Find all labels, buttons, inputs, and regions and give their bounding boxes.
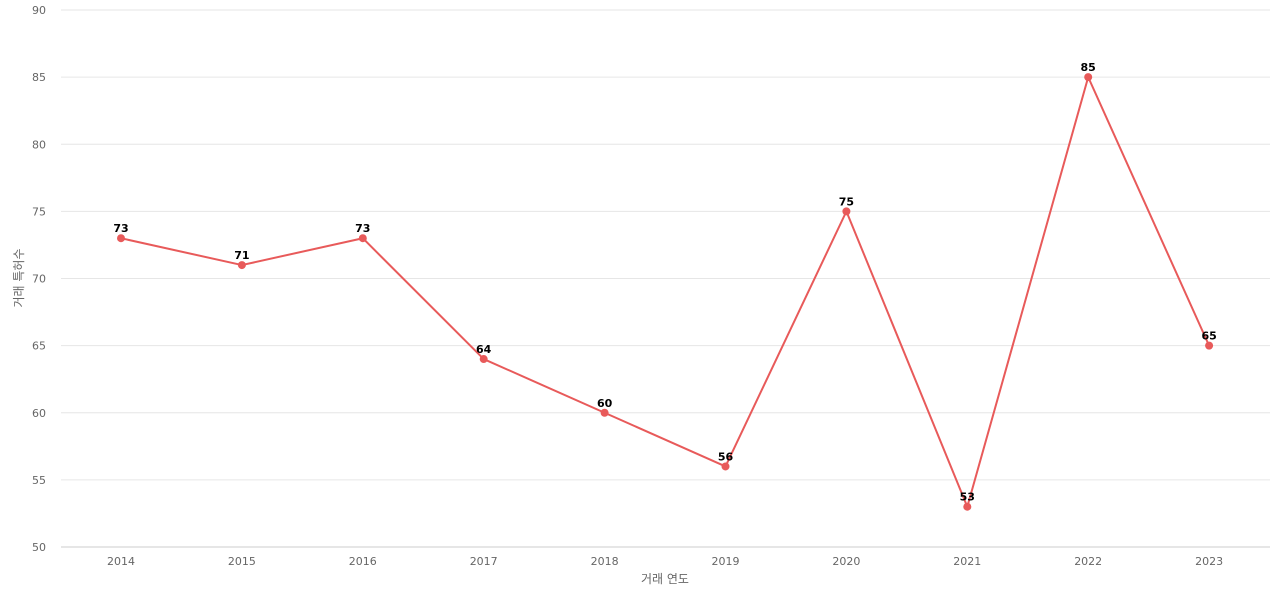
data-label: 73 (355, 222, 370, 235)
x-tick-label: 2020 (832, 555, 860, 568)
y-tick-label: 55 (32, 474, 46, 487)
x-tick-label: 2022 (1074, 555, 1102, 568)
x-tick-label: 2016 (349, 555, 377, 568)
y-tick-label: 85 (32, 71, 46, 84)
data-label: 56 (718, 450, 734, 463)
x-tick-label: 2021 (953, 555, 981, 568)
x-tick-label: 2023 (1195, 555, 1223, 568)
x-tick-label: 2019 (712, 555, 740, 568)
data-point[interactable] (963, 502, 972, 511)
x-tick-label: 2014 (107, 555, 135, 568)
y-axis-ticks: 50 55 60 65 70 75 80 85 90 (32, 4, 46, 554)
data-label: 75 (839, 195, 854, 208)
x-tick-label: 2018 (591, 555, 619, 568)
data-labels: 73 71 73 64 60 56 75 53 85 65 (113, 61, 1216, 504)
y-tick-label: 50 (32, 541, 46, 554)
data-point[interactable] (358, 234, 367, 243)
x-axis-ticks: 2014 2015 2016 2017 2018 2019 2020 2021 2022 2023 (107, 555, 1223, 568)
data-label: 60 (597, 397, 613, 410)
data-point[interactable] (1084, 73, 1093, 82)
data-point[interactable] (600, 408, 609, 417)
data-label: 73 (113, 222, 128, 235)
data-label: 85 (1081, 61, 1096, 74)
data-point[interactable] (721, 462, 730, 471)
gridlines (61, 9, 1270, 548)
data-point[interactable] (237, 261, 246, 270)
y-tick-label: 80 (32, 138, 46, 151)
data-label: 53 (960, 491, 975, 504)
data-point[interactable] (842, 207, 851, 216)
data-label: 65 (1201, 330, 1216, 343)
x-axis-title: 거래 연도 (641, 572, 689, 586)
series-layer (117, 73, 1214, 511)
data-point[interactable] (1205, 341, 1214, 350)
y-axis-title: 거래 특허수 (12, 248, 26, 307)
x-tick-label: 2015 (228, 555, 256, 568)
y-tick-label: 70 (32, 273, 46, 286)
data-point[interactable] (479, 355, 488, 364)
data-label: 71 (234, 249, 249, 262)
series-line (120, 76, 1211, 508)
y-tick-label: 75 (32, 205, 46, 218)
data-label: 64 (476, 343, 492, 356)
y-tick-label: 60 (32, 407, 46, 420)
x-tick-label: 2017 (470, 555, 498, 568)
y-tick-label: 65 (32, 340, 46, 353)
data-point[interactable] (117, 234, 125, 243)
y-tick-label: 90 (32, 4, 46, 17)
